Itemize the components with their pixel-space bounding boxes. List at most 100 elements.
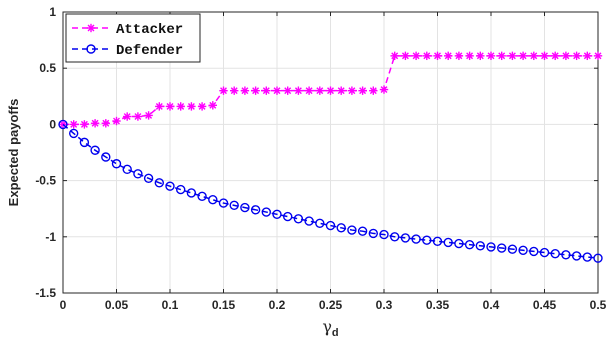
defender-point (165, 181, 175, 191)
defender-point (464, 239, 475, 250)
defender-point (475, 241, 485, 251)
attacker-point (454, 51, 464, 61)
y-axis-label: Expected payoffs (6, 99, 21, 207)
defender-point (325, 220, 336, 231)
defender-point (175, 184, 186, 195)
defender-point (347, 225, 357, 235)
attacker-point (465, 51, 474, 61)
defender-point (539, 247, 550, 258)
attacker-point (208, 101, 217, 110)
defender-point (218, 198, 229, 208)
defender-point (357, 226, 368, 236)
x-tick-label: 0.5 (590, 298, 607, 312)
attacker-point (219, 86, 228, 95)
x-axis-label: γd (322, 317, 338, 339)
y-tick-label: -0.5 (35, 174, 56, 188)
defender-point (240, 202, 250, 213)
attacker-point (593, 51, 603, 61)
attacker-point (583, 51, 592, 61)
attacker-series (58, 51, 603, 129)
attacker-point (347, 86, 357, 95)
defender-point (229, 200, 239, 211)
x-tick-label: 0 (60, 298, 67, 312)
attacker-point (551, 51, 560, 61)
legend-label-defender: Defender (116, 43, 183, 59)
attacker-point (80, 120, 89, 129)
attacker-point (369, 86, 378, 95)
x-axis: 0 0.05 0.1 0.15 0.2 0.25 0.3 0.35 0.4 0.45 0.5 (60, 12, 607, 312)
x-tick-label: 0.05 (105, 298, 129, 312)
y-tick-label: -1.5 (35, 286, 56, 300)
defender-point (154, 178, 165, 188)
defender-point (133, 169, 143, 179)
defender-point (304, 216, 314, 226)
attacker-point (401, 51, 410, 61)
attacker-point (540, 51, 549, 61)
attacker-point (422, 51, 431, 61)
defender-point (68, 128, 79, 139)
attacker-point (251, 86, 260, 95)
attacker-point (486, 51, 496, 61)
attacker-point (176, 102, 185, 111)
attacker-point (433, 51, 442, 61)
defender-point (208, 195, 218, 205)
legend: Attacker Defender (65, 13, 201, 63)
attacker-point (476, 51, 485, 61)
defender-point (122, 164, 132, 175)
y-tick-label: 0.5 (39, 61, 56, 75)
defender-point (582, 252, 592, 262)
defender-point (58, 119, 68, 130)
attacker-point (197, 102, 207, 111)
x-axis-label-symbol: γ (322, 317, 332, 336)
attacker-point (390, 51, 399, 61)
attacker-point (86, 23, 96, 33)
attacker-point (294, 86, 303, 95)
x-tick-label: 0.15 (212, 298, 236, 312)
attacker-point (444, 51, 453, 61)
defender-point (422, 235, 432, 245)
x-tick-label: 0.45 (533, 298, 557, 312)
defender-point (486, 242, 496, 252)
attacker-point (326, 86, 335, 95)
y-tick-label: 1 (49, 5, 56, 19)
attacker-point (240, 86, 250, 95)
attacker-point (165, 102, 175, 111)
attacker-point (497, 51, 506, 61)
attacker-point (358, 86, 367, 95)
defender-point (261, 207, 271, 217)
attacker-point (69, 120, 78, 129)
defender-point (390, 232, 400, 242)
attacker-point (155, 102, 164, 111)
defender-point (432, 236, 443, 246)
attacker-point (230, 86, 239, 95)
defender-point (518, 245, 528, 255)
defender-point (315, 218, 325, 229)
attacker-point (337, 86, 346, 95)
defender-point (86, 44, 96, 54)
x-tick-label: 0.35 (426, 298, 450, 312)
attacker-point (315, 86, 324, 95)
attacker-point (304, 86, 314, 95)
defender-point (443, 237, 453, 248)
defender-point (250, 205, 261, 215)
attacker-point (90, 119, 100, 128)
attacker-point (411, 51, 421, 61)
defender-point (593, 253, 603, 263)
defender-point (561, 250, 571, 260)
y-tick-label: 0 (49, 117, 56, 131)
defender-point (197, 191, 207, 202)
attacker-point (262, 86, 271, 95)
legend-box (65, 13, 201, 63)
y-tick-label: -1 (45, 230, 56, 244)
x-axis-label-subscript: d (332, 327, 339, 339)
defender-point (143, 173, 154, 184)
attacker-point (561, 51, 571, 61)
defender-point (111, 159, 122, 169)
x-tick-label: 0.1 (162, 298, 179, 312)
defender-point (283, 211, 293, 222)
defender-point (79, 137, 90, 148)
attacker-point (379, 85, 389, 94)
attacker-point (283, 86, 292, 95)
attacker-point (187, 102, 196, 111)
defender-point (411, 234, 421, 244)
